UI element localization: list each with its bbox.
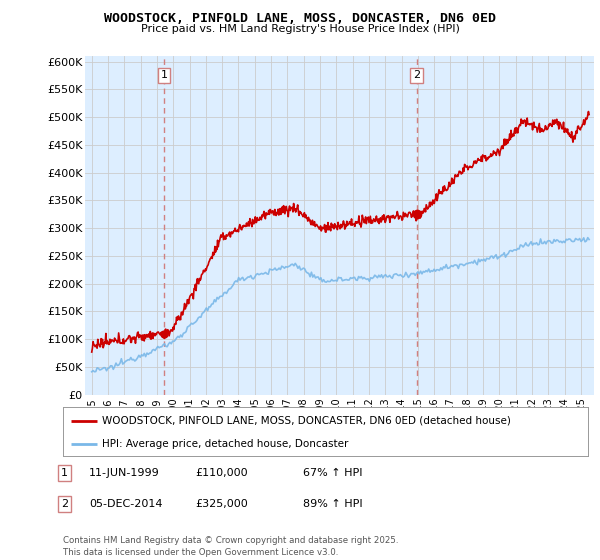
- Text: £110,000: £110,000: [195, 468, 248, 478]
- Text: 1: 1: [61, 468, 68, 478]
- Text: WOODSTOCK, PINFOLD LANE, MOSS, DONCASTER, DN6 0ED (detached house): WOODSTOCK, PINFOLD LANE, MOSS, DONCASTER…: [103, 416, 511, 426]
- Text: WOODSTOCK, PINFOLD LANE, MOSS, DONCASTER, DN6 0ED: WOODSTOCK, PINFOLD LANE, MOSS, DONCASTER…: [104, 12, 496, 25]
- Text: 2: 2: [413, 71, 420, 81]
- Text: 2: 2: [61, 499, 68, 509]
- Text: £325,000: £325,000: [195, 499, 248, 509]
- Text: Price paid vs. HM Land Registry's House Price Index (HPI): Price paid vs. HM Land Registry's House …: [140, 24, 460, 34]
- Text: 11-JUN-1999: 11-JUN-1999: [89, 468, 160, 478]
- Text: HPI: Average price, detached house, Doncaster: HPI: Average price, detached house, Donc…: [103, 439, 349, 449]
- Text: 89% ↑ HPI: 89% ↑ HPI: [303, 499, 362, 509]
- Text: 05-DEC-2014: 05-DEC-2014: [89, 499, 162, 509]
- Text: 67% ↑ HPI: 67% ↑ HPI: [303, 468, 362, 478]
- Text: Contains HM Land Registry data © Crown copyright and database right 2025.
This d: Contains HM Land Registry data © Crown c…: [63, 536, 398, 557]
- Text: 1: 1: [161, 71, 167, 81]
